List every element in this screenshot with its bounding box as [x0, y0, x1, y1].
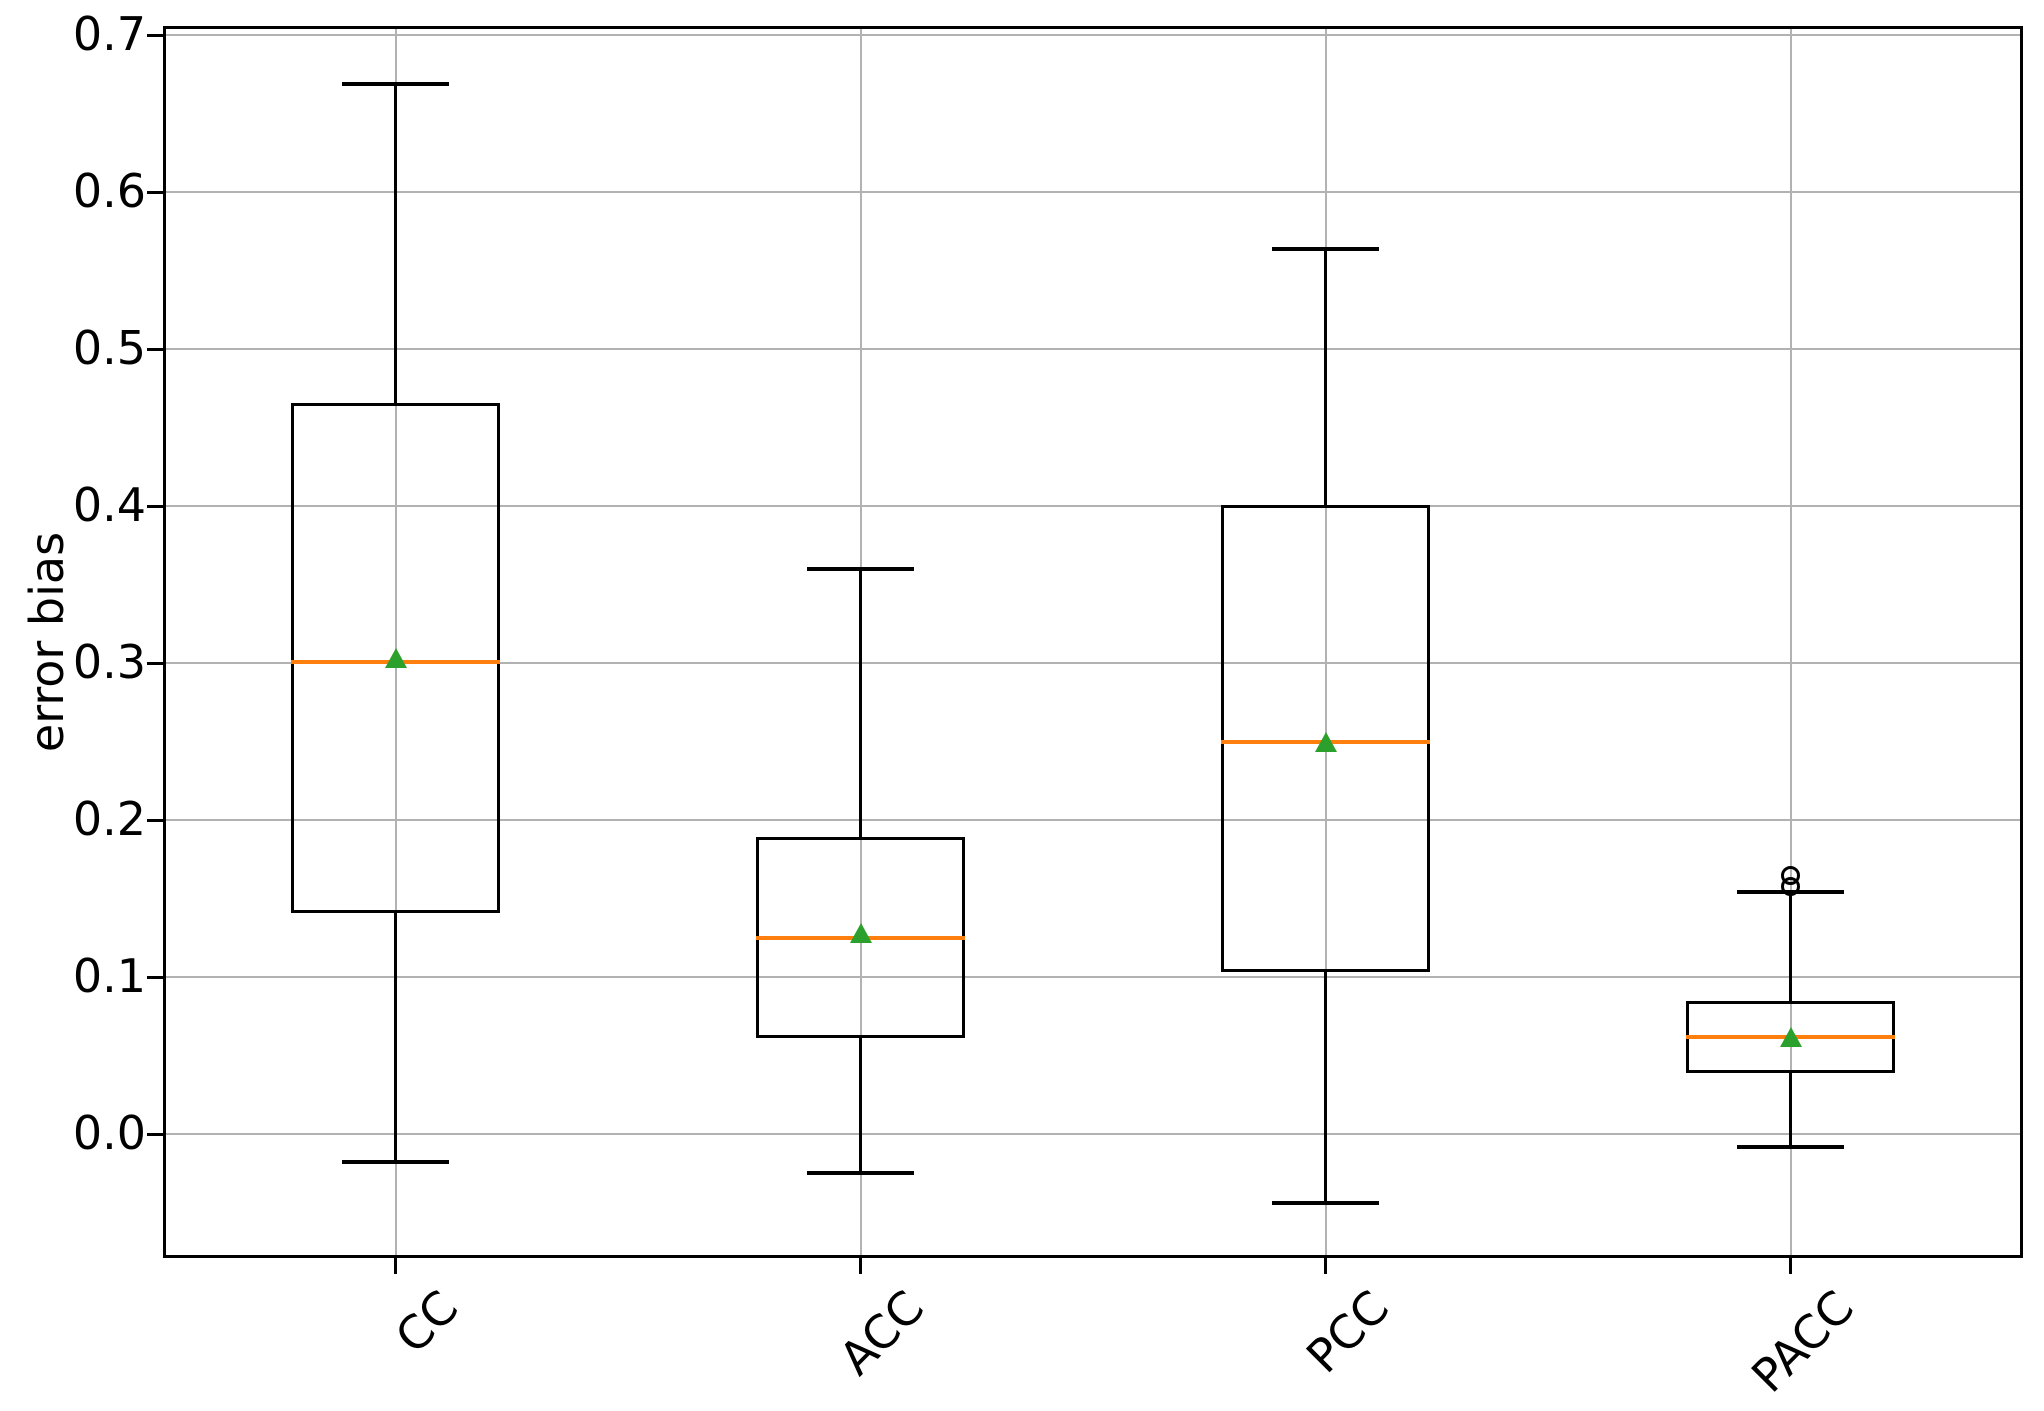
y-tick-mark: [147, 818, 163, 822]
whisker-upper-acc: [859, 569, 862, 838]
y-gridline-0.7: [163, 34, 2023, 37]
x-tick-mark-acc: [859, 1258, 862, 1274]
x-tick-mark-pcc: [1324, 1258, 1327, 1274]
x-tick-label-pacc: PACC: [1740, 1280, 1864, 1403]
x-gridline-cc: [394, 26, 397, 1258]
mean-marker-pcc: [1314, 731, 1337, 752]
y-gridline-0.6: [163, 191, 2023, 194]
cap-upper-cc: [342, 82, 449, 87]
cap-lower-cc: [342, 1160, 449, 1165]
axis-spine-left: [163, 26, 166, 1258]
y-tick-label: 0.4: [72, 478, 146, 533]
y-gridline-0.1: [163, 976, 2023, 979]
y-tick-label: 0.7: [72, 7, 146, 62]
y-tick-label: 0.3: [72, 635, 146, 690]
y-tick-label: 0.5: [72, 321, 146, 376]
iqr-box-cc: [291, 402, 500, 913]
cap-lower-pacc: [1737, 1144, 1844, 1149]
x-tick-mark-cc: [394, 1258, 397, 1274]
mean-marker-acc: [849, 923, 872, 944]
whisker-lower-pacc: [1789, 1072, 1792, 1147]
whisker-upper-cc: [394, 84, 397, 403]
y-gridline-0.4: [163, 505, 2023, 508]
whisker-upper-pacc: [1789, 892, 1792, 1001]
y-tick-label: 0.2: [72, 792, 146, 847]
y-tick-label: 0.1: [72, 948, 146, 1003]
axis-spine-top: [163, 26, 2023, 29]
whisker-lower-cc: [394, 912, 397, 1163]
x-gridline-pacc: [1789, 26, 1792, 1258]
y-gridline-0.2: [163, 819, 2023, 822]
y-tick-label: 0.0: [72, 1105, 146, 1160]
y-tick-mark: [147, 190, 163, 194]
plot-area: [163, 26, 2023, 1258]
x-gridline-pcc: [1324, 26, 1327, 1258]
y-tick-mark: [147, 33, 163, 37]
cap-upper-acc: [807, 567, 914, 572]
outlier-pacc-1: [1781, 876, 1800, 896]
y-gridline-0.5: [163, 348, 2023, 351]
y-tick-mark: [147, 661, 163, 665]
x-tick-label-cc: CC: [385, 1280, 469, 1364]
cap-lower-pcc: [1272, 1201, 1379, 1206]
x-tick-label-pcc: PCC: [1295, 1280, 1399, 1384]
whisker-lower-acc: [859, 1038, 862, 1174]
y-gridline-0.3: [163, 662, 2023, 665]
mean-marker-cc: [384, 648, 407, 669]
y-tick-mark: [147, 975, 163, 979]
axis-spine-bottom: [163, 1255, 2023, 1258]
x-tick-label-acc: ACC: [828, 1280, 934, 1386]
y-tick-label: 0.6: [72, 164, 146, 219]
axis-spine-right: [2020, 26, 2023, 1258]
y-tick-mark: [147, 504, 163, 508]
whisker-lower-pcc: [1324, 972, 1327, 1204]
y-tick-mark: [147, 1132, 163, 1136]
iqr-box-pcc: [1221, 504, 1430, 973]
mean-marker-pacc: [1779, 1026, 1802, 1047]
y-gridline-0.0: [163, 1133, 2023, 1135]
x-tick-mark-pacc: [1789, 1258, 1792, 1274]
y-tick-mark: [147, 347, 163, 351]
whisker-upper-pcc: [1324, 248, 1327, 505]
cap-upper-pcc: [1272, 246, 1379, 251]
cap-lower-acc: [807, 1171, 914, 1176]
